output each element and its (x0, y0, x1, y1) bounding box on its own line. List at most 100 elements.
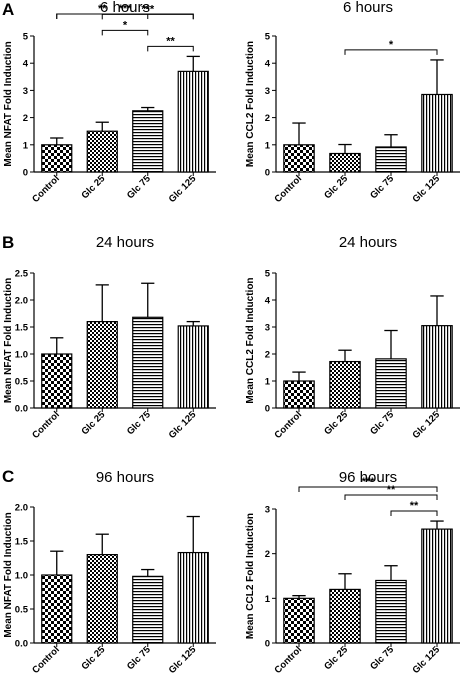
y-tick-label: 2 (265, 350, 270, 361)
chart-title: 24 hours (96, 234, 154, 251)
y-tick-label: 5 (265, 32, 271, 43)
bar-glc-75 (375, 579, 407, 644)
y-axis-label: Mean NFAT Fold Induction (3, 278, 14, 403)
category-label: Glc 125 (410, 173, 442, 205)
bar-glc-75 (375, 358, 407, 409)
bar-glc-125 (177, 551, 209, 644)
bar-glc-75 (132, 110, 164, 173)
significance-label: *** (119, 3, 133, 15)
y-tick-label: 1 (23, 140, 29, 151)
category-label: Glc 25 (322, 173, 350, 201)
bar-glc-75 (132, 575, 164, 644)
y-tick-label: 0.5 (15, 605, 29, 616)
category-label: Glc 75 (368, 644, 396, 672)
y-tick-label: 3 (265, 323, 270, 334)
y-tick-label: 0.5 (15, 377, 29, 388)
y-tick-label: 1 (265, 140, 271, 151)
panel-letter-b: B (2, 233, 14, 252)
bar-glc-75 (375, 146, 407, 173)
y-tick-label: 2 (265, 113, 270, 124)
bar-control (41, 144, 73, 173)
y-tick-label: 0 (265, 168, 270, 179)
significance-bracket (147, 45, 194, 52)
y-tick-label: 2.0 (15, 296, 28, 307)
category-label: Control (30, 173, 62, 205)
significance-label: ** (387, 484, 396, 496)
y-tick-label: 1.5 (15, 537, 29, 548)
bar-glc-125 (421, 325, 453, 409)
significance-label: *** (141, 3, 155, 15)
category-label: Glc 25 (322, 644, 350, 672)
category-label: Glc 125 (167, 644, 199, 676)
bar-glc-25 (86, 553, 118, 644)
bar-glc-25 (329, 360, 361, 409)
significance-bracket (56, 13, 194, 19)
panel-letter-c: C (2, 467, 14, 486)
chart-a-nfat-6h: 6 hours Mean NFAT Fold Induction 0 1 2 3 4 5 Con… (3, 0, 216, 205)
bar-control (283, 380, 315, 409)
category-label: Glc 125 (410, 409, 442, 441)
bar-glc-125 (421, 528, 453, 644)
significance-bracket (344, 49, 438, 55)
category-label: Control (30, 644, 62, 676)
chart-a-ccl2-6h: 6 hours Mean CCL2 Fold Induction 0 1 2 3 4 5 Con… (245, 0, 460, 205)
significance-bracket (101, 29, 149, 36)
category-label: Glc 75 (368, 173, 396, 201)
y-tick-label: 3 (265, 86, 270, 97)
y-axis-label: Mean CCL2 Fold Induction (245, 277, 256, 403)
y-tick-label: 1 (265, 377, 271, 388)
y-tick-label: 0 (265, 404, 270, 415)
y-tick-label: 0 (265, 639, 270, 650)
y-axis-label: Mean CCL2 Fold Induction (245, 41, 256, 167)
category-label: Control (272, 644, 304, 676)
bar-glc-25 (86, 321, 118, 409)
y-tick-label: 1.5 (15, 323, 29, 334)
significance-label: ** (98, 3, 107, 15)
chart-title: 96 hours (339, 469, 397, 486)
significance-bracket (390, 510, 438, 517)
category-label: Glc 25 (79, 409, 107, 437)
significance-bracket (344, 494, 438, 501)
bar-glc-25 (329, 588, 361, 644)
y-tick-label: 2 (23, 113, 28, 124)
bar-glc-75 (132, 316, 164, 409)
bar-glc-25 (329, 152, 361, 173)
significance-bracket (298, 486, 438, 492)
chart-title: 96 hours (96, 469, 154, 486)
significance-label: * (123, 19, 128, 31)
significance-label: ** (410, 500, 419, 512)
category-label: Glc 25 (322, 409, 350, 437)
y-tick-label: 0 (23, 168, 28, 179)
bar-control (41, 574, 73, 644)
chart-title: 6 hours (100, 0, 150, 16)
chart-c-ccl2-96h: 96 hours Mean CCL2 Fold Induction 0 1 2 3 Cont… (245, 469, 460, 676)
y-tick-label: 0.0 (15, 639, 28, 650)
significance-label: * (389, 39, 394, 51)
y-tick-label: 2 (265, 549, 270, 560)
y-tick-label: 3 (265, 505, 270, 516)
chart-b-ccl2-24h: 24 hours Mean CCL2 Fold Induction 0 1 2 3 4 5 Co… (245, 234, 460, 441)
significance-label: *** (362, 476, 376, 488)
y-tick-label: 5 (23, 32, 29, 43)
bar-glc-25 (86, 130, 118, 173)
significance-label: ** (166, 35, 175, 47)
y-tick-label: 4 (23, 59, 29, 70)
y-axis-label: Mean NFAT Fold Induction (3, 41, 14, 166)
category-label: Glc 75 (125, 409, 153, 437)
category-label: Glc 75 (125, 644, 153, 672)
bar-control (41, 353, 73, 409)
category-label: Glc 75 (125, 173, 153, 201)
category-label: Control (30, 409, 62, 441)
bar-control (283, 597, 315, 644)
chart-title: 24 hours (339, 234, 397, 251)
y-tick-label: 1.0 (15, 571, 28, 582)
category-label: Control (272, 409, 304, 441)
y-tick-label: 3 (23, 86, 28, 97)
category-label: Glc 25 (79, 644, 107, 672)
panel-letter-a: A (2, 0, 14, 19)
category-label: Glc 125 (167, 409, 199, 441)
y-tick-label: 4 (265, 296, 271, 307)
y-tick-label: 1.0 (15, 350, 28, 361)
